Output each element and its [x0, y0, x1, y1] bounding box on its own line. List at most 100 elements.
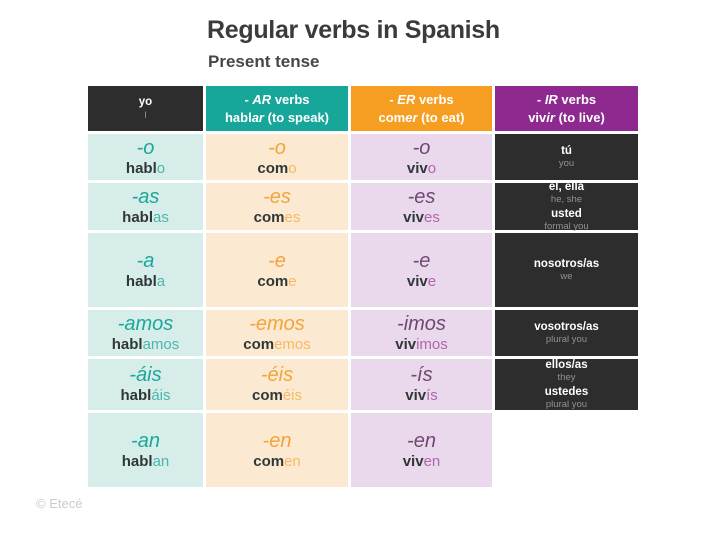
pronoun-english: formal you: [544, 220, 589, 232]
pronoun-english: I: [144, 109, 147, 121]
verb-stem: habl: [122, 209, 153, 227]
cell-ar-ellos: -an hablan: [88, 413, 203, 487]
pronoun-spanish: usted: [551, 207, 582, 220]
verb-stem: habl: [121, 452, 153, 470]
cell-ar-el-ella: -a habla: [88, 233, 203, 307]
row-header-el-ella-usted: él, ella he, she usted formal you: [495, 180, 638, 232]
row-header-vosotros: vosotros/as plural you: [495, 310, 638, 356]
cell-er-nosotros: -emos comemos: [206, 310, 348, 356]
verb-stem: viv: [403, 209, 424, 227]
verb-suffix: an: [152, 452, 170, 470]
verb-stem: com: [253, 209, 285, 227]
verb-stem: viv: [395, 335, 417, 353]
pronoun-spanish: ellos/as: [545, 358, 588, 371]
verb-suffix: o: [156, 159, 166, 177]
conjugated-verb: vivimos: [351, 336, 492, 353]
verb-suffix: áis: [151, 387, 171, 405]
cell-er-el-ella: -e come: [206, 233, 348, 307]
conjugated-verb: vives: [351, 209, 492, 226]
column-header-ir-line1: - IR verbs: [495, 91, 638, 109]
conjugated-verb: vive: [351, 273, 492, 290]
verb-ending: -es: [407, 186, 436, 209]
copyright-notice: © Etecé: [36, 496, 83, 511]
pronoun-spanish: yo: [138, 96, 153, 109]
verb-suffix: o: [288, 159, 297, 177]
conjugated-verb: habla: [88, 273, 203, 290]
verb-ending: -o: [412, 136, 431, 159]
verb-suffix: emos: [274, 335, 311, 353]
header-text: verbs: [271, 91, 310, 107]
row-header-nosotros: nosotros/as we: [495, 233, 638, 307]
cell-ir-tu: -es vives: [351, 183, 492, 230]
column-header-ar-line1: - AR verbs: [206, 91, 348, 109]
verb-suffix: a: [156, 272, 166, 290]
verb-stem: viv: [405, 387, 427, 405]
conjugated-verb: hablamos: [88, 336, 203, 353]
conjugated-verb: vivís: [351, 387, 492, 404]
cell-ar-yo: -o hablo: [88, 134, 203, 180]
verb-stem: viv: [406, 159, 428, 177]
page-subtitle: Present tense: [208, 52, 320, 71]
verb-stem: com: [251, 387, 283, 405]
cell-ir-vosotros: -ís vivís: [351, 359, 492, 410]
pronoun-english: he, she: [550, 194, 583, 206]
cell-er-ellos: -en comen: [206, 413, 348, 487]
pronoun-english: plural you: [545, 398, 588, 410]
verb-ending: -an: [131, 429, 160, 452]
header-italic-text: ER: [397, 91, 416, 107]
header-text: verbs: [557, 91, 597, 107]
verb-suffix: e: [288, 272, 297, 290]
header-text: -: [536, 91, 545, 107]
header-text: habl: [224, 109, 252, 125]
verb-stem: habl: [120, 387, 152, 405]
pronoun-english: you: [558, 158, 575, 170]
verb-suffix: en: [423, 452, 441, 470]
verb-stem: com: [243, 335, 275, 353]
verb-ending: -o: [268, 136, 286, 159]
header-text: (to speak): [264, 109, 330, 125]
verb-ending: -en: [407, 429, 436, 452]
verb-stem: viv: [406, 272, 428, 290]
header-text: verbs: [415, 91, 454, 107]
verb-ending: -ís: [410, 364, 433, 387]
verb-suffix: e: [427, 272, 437, 290]
header-italic-text: ar: [251, 109, 264, 125]
verb-suffix: imos: [416, 335, 448, 353]
verb-stem: habl: [125, 159, 157, 177]
conjugated-verb: habláis: [88, 387, 203, 404]
column-header-er-verbs: - ER verbs comer (to eat): [351, 86, 492, 131]
verb-suffix: o: [427, 159, 437, 177]
pronoun-spanish: tú: [561, 144, 572, 157]
header-italic-text: ir: [546, 109, 555, 125]
conjugated-verb: come: [206, 273, 348, 290]
pronoun-spanish: él, ella: [548, 180, 585, 193]
header-text: (to live): [554, 109, 605, 125]
verb-ending: -o: [136, 136, 155, 159]
cell-ir-el-ella: -e vive: [351, 233, 492, 307]
header-text: -: [389, 91, 398, 107]
verb-ending: -emos: [249, 312, 305, 335]
verb-ending: -imos: [397, 312, 446, 335]
pronoun-spanish: vosotros/as: [534, 320, 599, 333]
cell-ir-ellos: -en viven: [351, 413, 492, 487]
verb-suffix: as: [153, 209, 169, 227]
header-italic-text: IR: [544, 91, 558, 107]
verb-stem: com: [253, 452, 285, 470]
header-italic-text: er: [405, 109, 418, 125]
verb-ending: -e: [268, 249, 286, 272]
verb-stem: com: [257, 159, 289, 177]
verb-suffix: es: [284, 209, 301, 227]
conjugated-verb: hablan: [88, 453, 203, 470]
cell-ar-nosotros: -amos hablamos: [88, 310, 203, 356]
cell-er-tu: -es comes: [206, 183, 348, 230]
header-italic-text: AR: [252, 91, 272, 107]
verb-suffix: ís: [426, 387, 438, 405]
verb-suffix: amos: [142, 335, 180, 353]
conjugated-verb: como: [206, 160, 348, 177]
verb-stem: viv: [402, 452, 424, 470]
cell-ar-tu: -as hablas: [88, 183, 203, 230]
verb-ending: -es: [263, 186, 291, 209]
verb-stem: habl: [111, 335, 143, 353]
verb-ending: -a: [136, 249, 155, 272]
column-header-ir-verbs: - IR verbs vivir (to live): [495, 86, 638, 131]
